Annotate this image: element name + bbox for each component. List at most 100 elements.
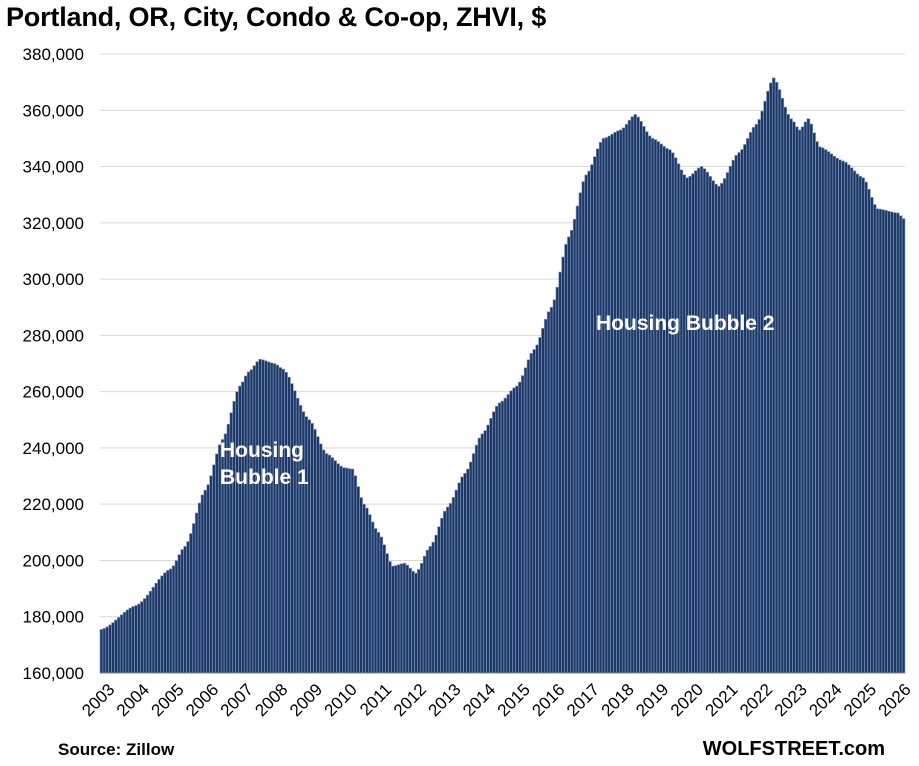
bar bbox=[627, 119, 632, 674]
bar bbox=[647, 135, 652, 674]
bar bbox=[878, 208, 883, 674]
bar bbox=[743, 144, 747, 674]
bar bbox=[841, 160, 845, 674]
bar bbox=[209, 475, 213, 674]
bar bbox=[584, 174, 588, 674]
bar bbox=[774, 81, 779, 674]
bar bbox=[529, 353, 534, 674]
bar bbox=[777, 89, 782, 674]
bar bbox=[180, 549, 184, 674]
bar bbox=[307, 419, 311, 674]
bar bbox=[896, 212, 900, 674]
bar bbox=[838, 159, 842, 674]
y-tick-label: 220,000 bbox=[23, 495, 84, 514]
x-tick-label: 2009 bbox=[286, 680, 326, 720]
bar bbox=[422, 555, 427, 674]
x-tick-label: 2017 bbox=[563, 680, 603, 720]
bar bbox=[457, 482, 461, 674]
bar bbox=[463, 472, 467, 674]
bar bbox=[823, 149, 828, 674]
bar bbox=[795, 126, 799, 674]
bar bbox=[148, 590, 153, 674]
bar bbox=[581, 181, 586, 674]
bar bbox=[826, 151, 831, 674]
y-tick-label: 180,000 bbox=[23, 608, 84, 627]
bar bbox=[696, 167, 701, 674]
bar bbox=[321, 449, 326, 674]
x-tick-label: 2025 bbox=[840, 680, 880, 720]
bar bbox=[105, 626, 109, 674]
bar bbox=[575, 205, 580, 674]
y-tick-label: 260,000 bbox=[23, 383, 84, 402]
bar bbox=[598, 142, 603, 674]
bar bbox=[844, 162, 848, 674]
bar bbox=[497, 402, 502, 674]
bar bbox=[142, 598, 147, 674]
bar bbox=[362, 503, 366, 674]
bar bbox=[569, 230, 574, 674]
x-tick-label: 2014 bbox=[459, 680, 499, 720]
bar bbox=[376, 532, 381, 674]
bar bbox=[417, 569, 421, 674]
bar bbox=[261, 359, 265, 674]
x-tick-label: 2019 bbox=[632, 680, 672, 720]
bar bbox=[771, 77, 776, 674]
x-tick-label: 2021 bbox=[701, 680, 741, 720]
bar bbox=[353, 475, 358, 674]
bar bbox=[382, 544, 386, 674]
bar bbox=[370, 521, 375, 674]
bar bbox=[722, 178, 727, 674]
bar bbox=[451, 497, 456, 674]
bar bbox=[835, 157, 839, 674]
bar bbox=[489, 418, 493, 674]
bar bbox=[194, 512, 199, 674]
bar bbox=[846, 164, 851, 674]
bar bbox=[748, 132, 753, 674]
bar bbox=[746, 138, 750, 674]
bar bbox=[518, 381, 522, 674]
bar bbox=[151, 586, 156, 674]
x-tick-label: 2012 bbox=[390, 680, 430, 720]
bar bbox=[189, 533, 193, 674]
y-tick-label: 360,000 bbox=[23, 101, 84, 120]
bar bbox=[541, 328, 545, 674]
bar bbox=[252, 365, 257, 674]
bar bbox=[702, 168, 707, 674]
bar bbox=[212, 464, 216, 674]
bar bbox=[391, 565, 395, 674]
bar bbox=[440, 517, 444, 674]
bar bbox=[728, 165, 733, 674]
bar bbox=[639, 121, 643, 674]
bar bbox=[561, 256, 565, 674]
bar bbox=[246, 371, 251, 674]
bar bbox=[474, 444, 479, 674]
bar bbox=[137, 603, 141, 674]
bar bbox=[200, 494, 205, 674]
bar bbox=[238, 385, 242, 674]
bar bbox=[469, 461, 473, 674]
bar bbox=[898, 215, 903, 674]
bar bbox=[688, 175, 692, 674]
bar bbox=[552, 299, 557, 674]
x-tick-labels: 2003200420052006200720082009201020112012… bbox=[78, 680, 915, 720]
bar bbox=[434, 534, 438, 674]
bar bbox=[235, 391, 239, 674]
bar bbox=[393, 565, 398, 674]
bar bbox=[861, 177, 865, 674]
annotation-housing-bubble-2: Housing Bubble 2 bbox=[596, 312, 775, 335]
source-label: Source: Zillow bbox=[58, 740, 175, 759]
x-tick-label: 2010 bbox=[321, 680, 361, 720]
y-tick-label: 200,000 bbox=[23, 551, 84, 570]
bar bbox=[849, 167, 854, 674]
bar bbox=[411, 570, 415, 674]
bar bbox=[792, 121, 796, 674]
bar bbox=[402, 562, 407, 674]
bar bbox=[255, 361, 259, 674]
bar bbox=[140, 601, 144, 674]
bar bbox=[258, 358, 262, 674]
bar bbox=[344, 467, 349, 674]
bar bbox=[751, 127, 756, 674]
bar bbox=[215, 453, 219, 674]
bar bbox=[324, 453, 329, 674]
bar bbox=[567, 236, 571, 674]
